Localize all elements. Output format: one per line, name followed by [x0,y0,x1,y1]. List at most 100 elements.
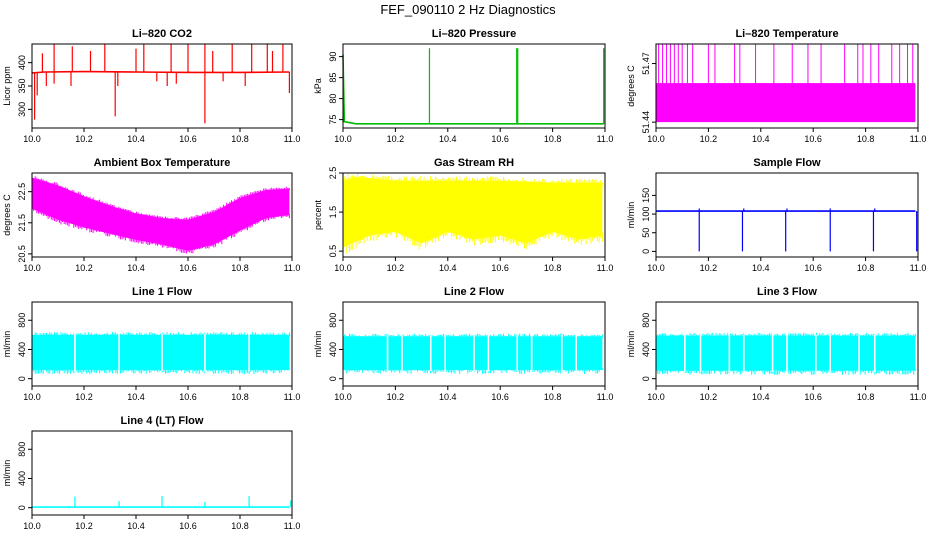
x-tick-label: 10.6 [491,263,509,273]
x-tick-label: 10.0 [23,134,41,144]
plot-frame [31,430,293,516]
x-tick-label: 10.0 [23,521,41,531]
x-tick-label: 10.4 [439,392,457,402]
y-tick-label: 2.5 [328,167,338,180]
y-tick-label: 400 [641,342,651,357]
x-tick-label: 10.6 [179,521,197,531]
x-tick-label: 10.6 [804,263,822,273]
flow-gap [575,335,577,371]
y-tick-label: 100 [641,207,651,222]
flow-gap [386,335,389,371]
x-tick-label: 10.6 [804,392,822,402]
y-tick-label: 350 [17,78,27,93]
flow-gap [429,335,432,371]
x-tick-label: 10.2 [75,392,93,402]
x-tick-label: 11.0 [597,134,614,144]
x-tick-label: 10.8 [231,521,249,531]
flow-gap [786,334,788,372]
x-tick-label: 10.2 [387,134,405,144]
flow-gap [473,335,475,371]
plot-frame [655,172,919,258]
x-tick-label: 10.2 [700,392,718,402]
x-tick-label: 10.8 [544,134,562,144]
panel-title: Li–820 CO2 [132,28,192,40]
x-tick-label: 10.8 [857,392,875,402]
y-tick-label: 800 [328,313,338,328]
y-tick-label: 0 [17,505,27,510]
panel-title: Gas Stream RH [434,157,514,169]
x-tick-label: 10.0 [647,392,665,402]
x-tick-label: 10.4 [439,134,457,144]
x-tick-label: 10.6 [491,392,509,402]
series-noise [342,172,603,254]
x-tick-label: 10.6 [179,392,197,402]
x-tick-label: 10.8 [857,263,875,273]
x-tick-label: 11.0 [910,134,927,144]
x-tick-label: 10.0 [334,263,352,273]
panel-title: Line 3 Flow [757,286,817,298]
series-band [32,334,290,370]
x-tick-label: 10.8 [857,134,875,144]
x-tick-label: 11.0 [910,392,927,402]
panel-6: Sample Flow ml/min 10.0 10.2 10.4 10.6 10.8 11.… [626,157,926,273]
y-axis-label: ml/min [626,331,636,358]
x-tick-label: 10.2 [75,263,93,273]
panel-title: Li–820 Temperature [735,28,838,40]
panel-10: Line 4 (LT) Flow ml/min 10.0 10.2 10.4 10.6 10… [2,415,300,531]
y-tick-label: 0 [328,376,338,381]
flow-gap [530,335,533,371]
x-tick-label: 11.0 [284,134,301,144]
x-tick-label: 10.0 [23,263,41,273]
panel-title: Li–820 Pressure [432,28,516,40]
y-tick-label: 400 [328,342,338,357]
flow-gap [248,333,250,371]
y-tick-label: 0 [641,376,651,381]
x-tick-label: 10.6 [179,134,197,144]
x-tick-label: 10.8 [544,263,562,273]
y-tick-label: 51.47 [641,52,651,75]
y-tick-label: 400 [17,55,27,70]
panel-title: Line 1 Flow [132,286,192,298]
y-axis-label: degrees C [626,65,636,107]
plot-frame [655,301,919,387]
x-tick-label: 10.4 [439,263,457,273]
x-tick-label: 10.2 [75,521,93,531]
panel-4: Ambient Box Temperature degrees C 10.0 10.2… [2,157,300,273]
series-band [656,83,916,123]
panel-title: Ambient Box Temperature [94,157,231,169]
y-axis-label: Licor ppm [2,66,12,106]
x-tick-label: 10.8 [231,263,249,273]
flow-gap [560,335,563,371]
x-tick-label: 10.4 [127,263,145,273]
y-tick-label: 150 [641,188,651,203]
y-axis-label: degrees C [2,194,12,236]
panel-9: Line 3 Flow ml/min 10.0 10.2 10.4 10.6 10.8 11.… [626,286,926,402]
series-band [343,336,603,370]
x-tick-label: 11.0 [284,521,301,531]
y-axis-label: ml/min [2,460,12,487]
y-tick-label: 51.44 [641,111,651,134]
flow-gap [815,334,817,372]
x-tick-label: 11.0 [910,263,927,273]
y-axis-label: ml/min [2,331,12,358]
flow-gap [728,334,731,372]
x-tick-label: 11.0 [284,392,301,402]
x-tick-label: 10.2 [387,263,405,273]
x-tick-label: 10.2 [700,134,718,144]
y-tick-label: 800 [641,313,651,328]
series-band [656,335,916,371]
flow-gap [401,335,403,371]
y-tick-label: 800 [17,313,27,328]
x-tick-label: 10.4 [752,263,770,273]
flow-gap [684,334,686,372]
flow-gap [487,335,490,371]
x-tick-label: 10.0 [334,134,352,144]
flow-gap [771,334,774,372]
x-tick-label: 10.6 [491,134,509,144]
panel-3: Li–820 Temperature degrees C 10.0 10.2 10.4 1… [626,28,926,144]
y-tick-label: 0 [641,249,651,254]
series-band [32,177,290,251]
flow-gap [516,335,519,371]
x-tick-label: 10.4 [752,134,770,144]
